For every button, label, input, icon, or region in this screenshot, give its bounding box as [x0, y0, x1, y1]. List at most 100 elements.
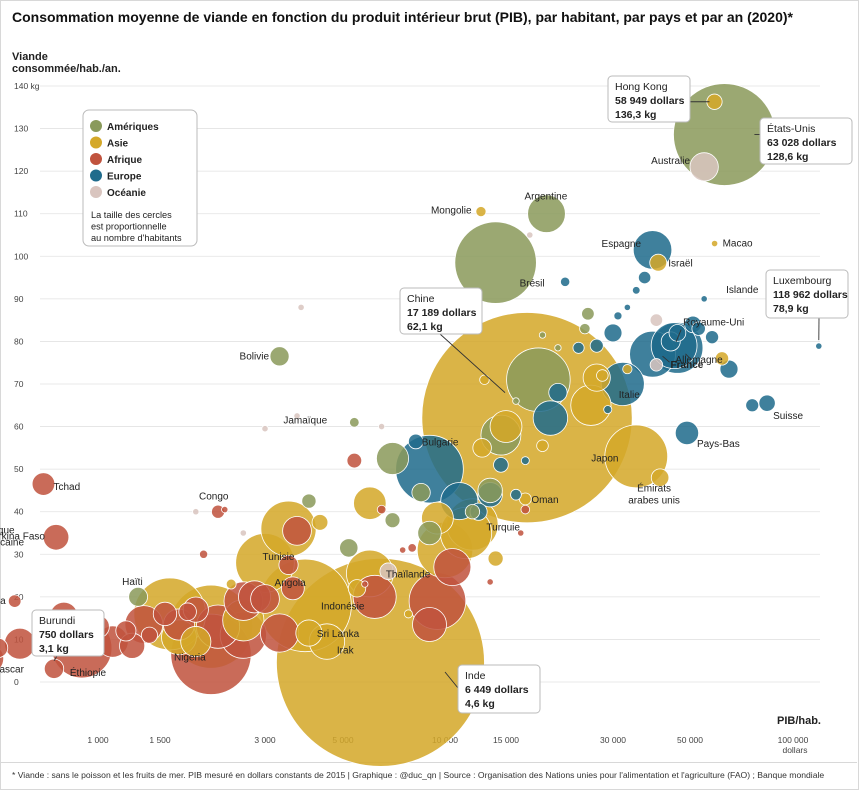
data-point [649, 358, 664, 372]
data-point [477, 477, 503, 504]
data-point [384, 512, 401, 529]
callout-gdp: 6 449 dollars [465, 684, 529, 696]
country-label: centrafricaine [0, 537, 24, 548]
data-point [378, 422, 386, 431]
data-point [705, 330, 720, 345]
data-point [527, 194, 566, 233]
country-label: Éthiopie [70, 666, 107, 679]
data-point [221, 505, 229, 514]
footnote: * Viande : sans le poisson et les fruits… [12, 770, 825, 780]
y-axis-label-line2: consommée/hab./an. [12, 63, 121, 75]
country-label: Burkina Faso [0, 531, 45, 542]
country-label: Jamaïque [283, 415, 327, 426]
callout-box [607, 75, 691, 123]
country-label: Mongolie [431, 206, 472, 217]
y-tick-label: 80 [14, 336, 24, 346]
data-point [714, 351, 730, 366]
chart-title: Consommation moyenne de viande en foncti… [12, 9, 793, 25]
callout-line [439, 333, 506, 393]
y-tick-label: 70 [14, 379, 24, 389]
leader-line [662, 355, 670, 363]
y-tick-label: 100 [14, 251, 28, 261]
data-point [472, 438, 492, 458]
data-point [622, 364, 633, 375]
data-point [649, 313, 664, 327]
callout-meat: 136,3 kg [615, 109, 656, 121]
data-point [399, 546, 407, 554]
country-label: Allemagne [675, 355, 723, 366]
country-label: Tunisie [263, 552, 295, 563]
data-point [613, 311, 623, 321]
x-tick-label-unit: dollars [782, 745, 807, 755]
data-point [349, 417, 360, 428]
y-tick-label: 120 [14, 166, 28, 176]
y-tick-label: 0 [14, 677, 19, 687]
x-axis-label: PIB/hab. [776, 715, 821, 727]
data-point [520, 504, 531, 515]
data-point [43, 658, 65, 679]
data-point [454, 221, 537, 304]
callout-name: Burundi [39, 615, 75, 627]
y-tick-label: 60 [14, 422, 24, 432]
legend-label: Europe [107, 172, 142, 183]
country-label: Nigeria [174, 652, 206, 663]
y-tick-label: 50 [14, 464, 24, 474]
data-point [623, 303, 631, 311]
country-label: Israël [668, 259, 692, 270]
data-point [710, 239, 719, 248]
callout-name: Hong Kong [615, 81, 668, 93]
callout-box [399, 287, 483, 335]
data-point [7, 594, 22, 608]
callout-meat: 128,6 kg [767, 151, 808, 163]
y-tick-label: 140 kg [14, 81, 40, 91]
data-point [152, 601, 178, 626]
callout-meat: 4,6 kg [465, 698, 495, 710]
country-label: arabes unis [628, 496, 680, 507]
leader-line [685, 353, 692, 361]
country-label: Irak [337, 646, 355, 657]
data-point [674, 420, 700, 446]
data-point [489, 410, 523, 443]
data-point [250, 584, 280, 614]
callout-gdp: 118 962 dollars [773, 289, 848, 301]
data-point [649, 253, 668, 272]
data-point [128, 587, 148, 607]
country-label: Oman [531, 495, 558, 506]
data-point [570, 384, 612, 426]
data-point [192, 508, 200, 516]
data-point [140, 626, 158, 644]
country-label: Japon [591, 453, 618, 464]
x-tick-label: 1 000 [87, 735, 109, 745]
data-point [689, 152, 719, 182]
country-label: Pays-Bas [697, 439, 740, 450]
data-point [596, 369, 609, 382]
data-point [538, 331, 547, 339]
data-point [638, 270, 652, 285]
data-point [282, 516, 312, 546]
data-point [536, 439, 549, 452]
data-point [180, 626, 212, 658]
callout-name: Luxembourg [773, 275, 832, 287]
y-axis-label: Viande consommée/hab./an. [12, 51, 121, 75]
data-point [346, 452, 363, 469]
data-point [520, 456, 530, 465]
footer-divider [0, 762, 857, 763]
callout-meat: 62,1 kg [407, 321, 443, 333]
country-label: Angola [275, 578, 307, 589]
y-tick-label: 130 [14, 124, 28, 134]
callout-box [765, 269, 849, 319]
legend-label: Asie [107, 139, 129, 150]
data-point [408, 433, 424, 450]
data-point [403, 609, 413, 619]
data-point [486, 578, 494, 586]
country-label: Brésil [520, 279, 545, 290]
data-point [815, 342, 823, 350]
data-point [353, 486, 387, 520]
data-point [4, 627, 36, 660]
data-point [280, 576, 305, 601]
data-point [517, 529, 525, 537]
data-point [261, 425, 269, 433]
data-point [31, 472, 56, 496]
data-point [239, 529, 247, 537]
